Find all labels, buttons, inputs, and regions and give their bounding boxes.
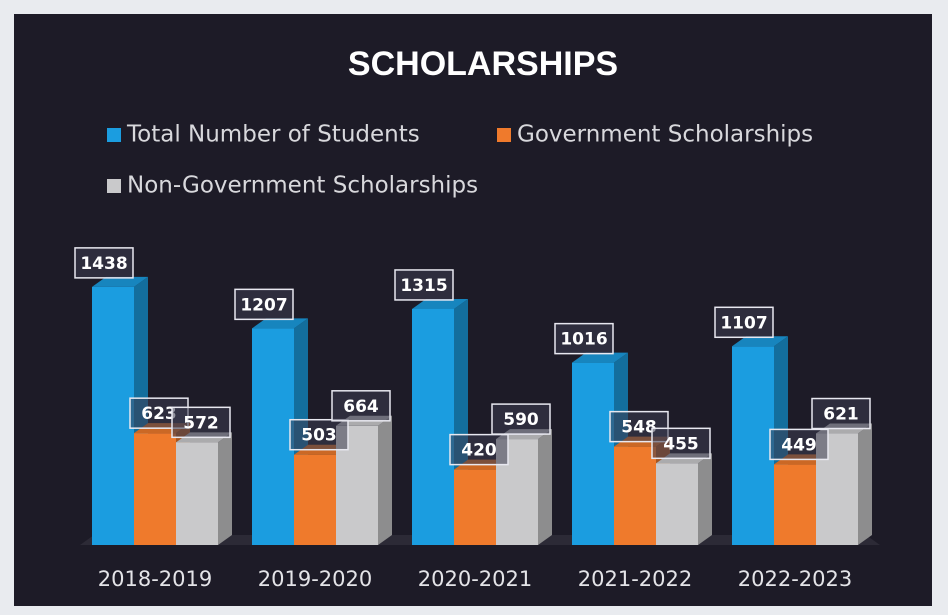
bar [774,464,816,545]
data-label: 664 [343,397,379,417]
data-label: 449 [781,435,817,455]
x-tick-label: 2021-2022 [578,567,692,591]
data-label: 621 [823,405,859,425]
x-tick-label: 2018-2019 [98,567,212,591]
x-tick-label: 2020-2021 [418,567,532,591]
bar [252,328,294,545]
bar [656,463,698,545]
data-label: 1438 [80,254,127,274]
data-label-box [331,390,391,422]
x-tick-label: 2019-2020 [258,567,372,591]
data-label: 1207 [240,295,287,315]
bar [294,454,336,545]
data-label: 548 [621,418,657,438]
bar [614,446,656,545]
data-label-box [811,397,871,430]
bar [732,346,774,545]
bar [572,362,614,545]
bar-top [732,336,788,347]
data-label: 590 [503,410,539,430]
bar-top [252,318,308,329]
data-label: 572 [183,413,219,433]
bar-side [378,415,392,545]
bar [92,286,134,545]
data-label-box [74,247,134,279]
bar [134,433,176,545]
x-tick-label: 2022-2023 [738,567,852,591]
data-label-box [554,322,614,355]
bar-side [858,423,872,545]
data-label-box [769,428,829,461]
data-label: 420 [461,441,497,461]
legend-swatch [497,128,511,142]
data-label: 455 [663,434,699,454]
bar [176,442,218,545]
bar [454,469,496,545]
data-label: 623 [141,404,177,424]
bar [412,308,454,545]
legend-label: Total Number of Students [126,122,420,148]
data-label: 503 [301,426,337,446]
data-label-box [491,403,551,435]
bar-side [538,429,552,545]
bar-top [412,298,468,309]
data-label-box [394,269,454,301]
data-label: 1016 [560,330,607,350]
bar-side [218,432,232,545]
data-label-box [651,427,711,460]
data-label: 1107 [720,313,767,333]
legend-swatch [107,179,121,193]
data-label: 1315 [400,276,447,296]
chart-title: SCHOLARSHIPS [348,45,618,83]
legend-label: Non-Government Scholarships [127,173,478,199]
data-label-box [289,418,349,451]
data-label-box [714,306,774,339]
data-label-box [171,406,231,439]
legend-swatch [107,128,121,142]
data-label-box [449,433,509,466]
bar-top [92,276,148,287]
data-label-box [234,288,294,321]
bar-top [572,352,628,363]
bar-side [698,453,712,545]
legend-label: Government Scholarships [517,122,813,148]
